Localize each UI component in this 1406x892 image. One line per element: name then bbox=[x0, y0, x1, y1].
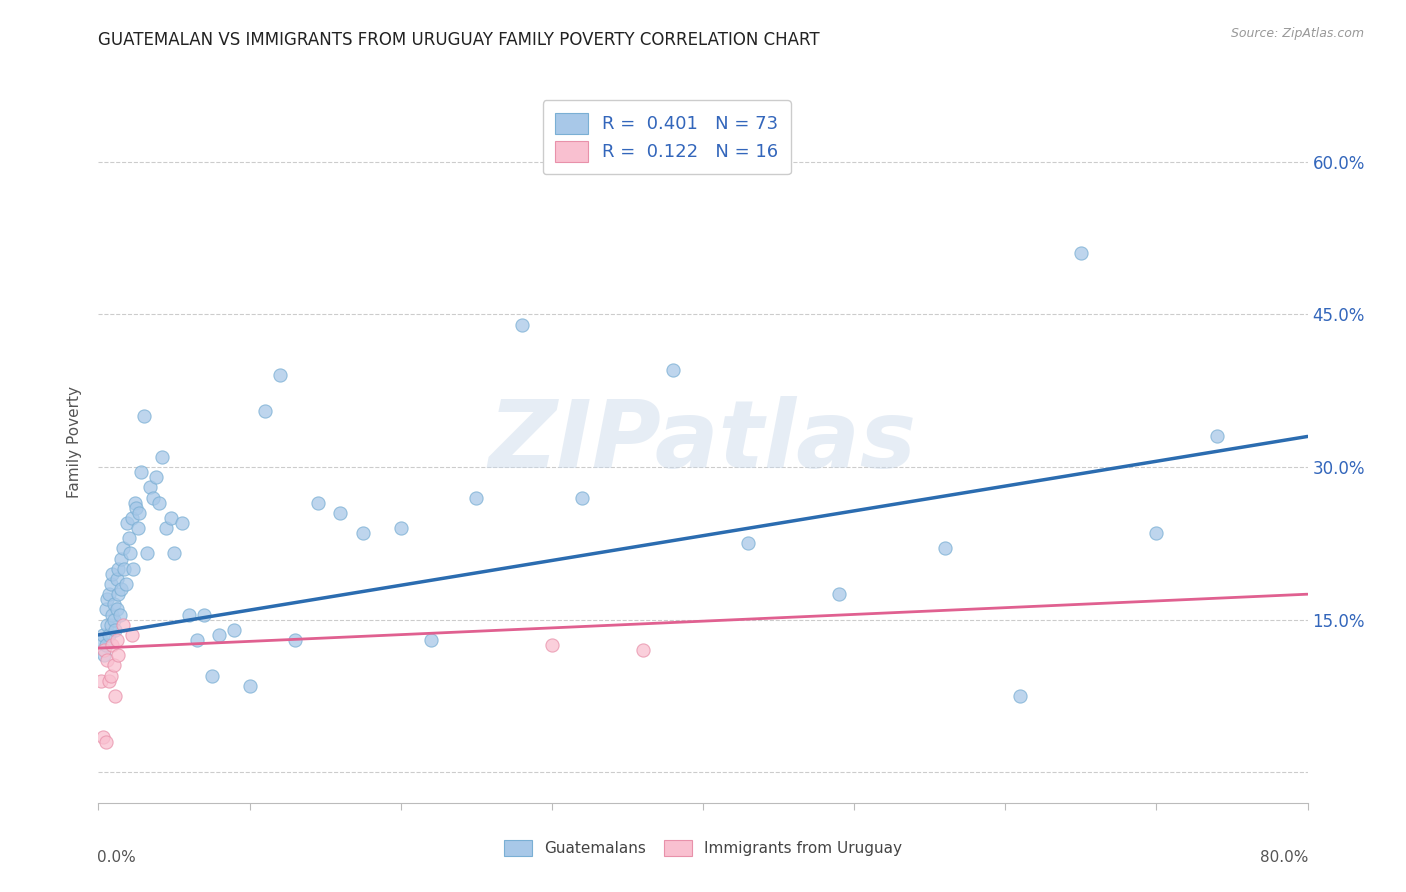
Point bbox=[96, 653, 118, 667]
Point bbox=[307, 495, 329, 509]
Point bbox=[155, 521, 177, 535]
Point bbox=[103, 598, 125, 612]
Point bbox=[186, 632, 208, 647]
Point bbox=[91, 730, 114, 744]
Point bbox=[103, 613, 125, 627]
Point bbox=[108, 607, 131, 622]
Point bbox=[142, 491, 165, 505]
Point bbox=[465, 491, 488, 505]
Point bbox=[253, 404, 276, 418]
Point bbox=[105, 572, 128, 586]
Point bbox=[110, 582, 132, 596]
Point bbox=[94, 638, 117, 652]
Point bbox=[239, 679, 262, 693]
Point bbox=[132, 409, 155, 423]
Point bbox=[96, 617, 118, 632]
Point bbox=[284, 632, 307, 647]
Point bbox=[208, 628, 231, 642]
Point bbox=[269, 368, 291, 383]
Point bbox=[101, 638, 124, 652]
Point bbox=[107, 562, 129, 576]
Point bbox=[224, 623, 246, 637]
Point bbox=[1206, 429, 1229, 443]
Point bbox=[111, 541, 134, 556]
Point bbox=[120, 546, 142, 560]
Point bbox=[114, 577, 136, 591]
Point bbox=[90, 632, 112, 647]
Point bbox=[104, 623, 127, 637]
Point bbox=[112, 562, 135, 576]
Point bbox=[571, 491, 593, 505]
Text: GUATEMALAN VS IMMIGRANTS FROM URUGUAY FAMILY POVERTY CORRELATION CHART: GUATEMALAN VS IMMIGRANTS FROM URUGUAY FA… bbox=[98, 31, 820, 49]
Point bbox=[352, 526, 374, 541]
Point bbox=[934, 541, 956, 556]
Point bbox=[163, 546, 186, 560]
Point bbox=[91, 628, 114, 642]
Point bbox=[101, 607, 124, 622]
Point bbox=[1144, 526, 1167, 541]
Point bbox=[145, 470, 167, 484]
Point bbox=[121, 511, 143, 525]
Point bbox=[661, 363, 683, 377]
Point bbox=[148, 495, 170, 509]
Point bbox=[128, 506, 150, 520]
Point bbox=[193, 607, 215, 622]
Point bbox=[540, 638, 562, 652]
Point bbox=[94, 735, 117, 749]
Point bbox=[179, 607, 201, 622]
Y-axis label: Family Poverty: Family Poverty bbox=[67, 385, 83, 498]
Point bbox=[135, 546, 157, 560]
Point bbox=[170, 516, 193, 530]
Point bbox=[510, 318, 533, 332]
Point bbox=[420, 632, 443, 647]
Point bbox=[139, 480, 162, 494]
Point bbox=[160, 511, 183, 525]
Point bbox=[94, 602, 117, 616]
Point bbox=[115, 516, 138, 530]
Point bbox=[100, 668, 122, 682]
Point bbox=[828, 587, 851, 601]
Point bbox=[118, 531, 141, 545]
Point bbox=[96, 592, 118, 607]
Point bbox=[129, 465, 152, 479]
Point bbox=[100, 617, 122, 632]
Point bbox=[329, 506, 352, 520]
Text: ZIPatlas: ZIPatlas bbox=[489, 395, 917, 488]
Text: 80.0%: 80.0% bbox=[1260, 850, 1309, 864]
Point bbox=[121, 628, 143, 642]
Point bbox=[127, 521, 149, 535]
Point bbox=[105, 632, 128, 647]
Point bbox=[201, 668, 224, 682]
Text: Source: ZipAtlas.com: Source: ZipAtlas.com bbox=[1230, 27, 1364, 40]
Point bbox=[389, 521, 412, 535]
Point bbox=[104, 689, 127, 703]
Point bbox=[107, 587, 129, 601]
Point bbox=[90, 673, 112, 688]
Point bbox=[105, 602, 128, 616]
Text: 0.0%: 0.0% bbox=[97, 850, 136, 864]
Point bbox=[1010, 689, 1032, 703]
Point bbox=[110, 551, 132, 566]
Point bbox=[93, 643, 115, 657]
Point bbox=[111, 617, 134, 632]
Point bbox=[98, 628, 121, 642]
Point bbox=[100, 577, 122, 591]
Point bbox=[1070, 246, 1092, 260]
Point bbox=[103, 658, 125, 673]
Legend: R =  0.401   N = 73, R =  0.122   N = 16: R = 0.401 N = 73, R = 0.122 N = 16 bbox=[543, 100, 792, 174]
Legend: Guatemalans, Immigrants from Uruguay: Guatemalans, Immigrants from Uruguay bbox=[498, 834, 908, 862]
Point bbox=[631, 643, 654, 657]
Point bbox=[124, 495, 146, 509]
Point bbox=[150, 450, 173, 464]
Point bbox=[101, 566, 124, 581]
Point bbox=[98, 587, 121, 601]
Point bbox=[122, 562, 145, 576]
Point bbox=[98, 673, 121, 688]
Point bbox=[93, 648, 115, 663]
Point bbox=[737, 536, 759, 550]
Point bbox=[125, 500, 148, 515]
Point bbox=[107, 648, 129, 663]
